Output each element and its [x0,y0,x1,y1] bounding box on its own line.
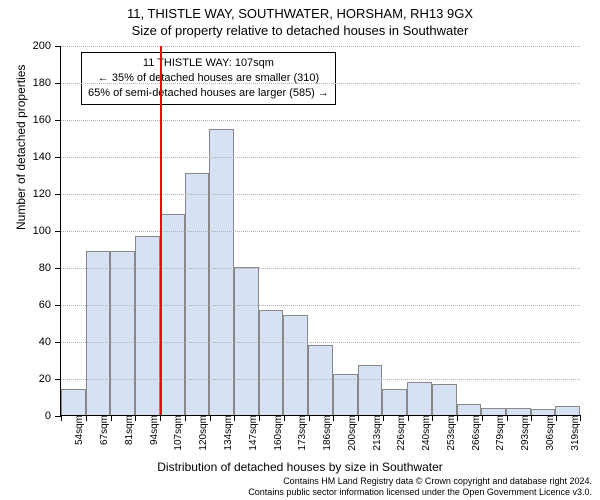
x-tick [383,415,384,421]
x-tick [234,415,235,421]
x-tick-label: 200sqm [341,415,358,451]
x-tick-label: 134sqm [217,415,234,451]
bar [555,406,580,415]
bar [86,251,111,415]
x-tick [61,415,62,421]
bar [382,389,407,415]
annotation-box: 11 THISTLE WAY: 107sqm ← 35% of detached… [81,52,336,105]
x-tick-label: 67sqm [93,415,110,445]
gridline [61,194,580,195]
bar [457,404,482,415]
x-tick [185,415,186,421]
x-tick [457,415,458,421]
y-axis-label: Number of detached properties [14,65,28,230]
x-tick-label: 186sqm [316,415,333,451]
x-tick [210,415,211,421]
x-tick [86,415,87,421]
bar [506,408,531,415]
bar [481,408,506,415]
x-tick-label: 226sqm [390,415,407,451]
x-tick [580,415,581,421]
x-tick-label: 306sqm [539,415,556,451]
y-tick-label: 200 [33,40,61,52]
x-tick-label: 213sqm [366,415,383,451]
x-tick [531,415,532,421]
bar [358,365,383,415]
x-tick [284,415,285,421]
x-tick [432,415,433,421]
x-tick [556,415,557,421]
y-tick-label: 120 [33,188,61,200]
gridline [61,157,580,158]
x-tick [482,415,483,421]
gridline [61,379,580,380]
bar [160,214,185,415]
y-tick-label: 160 [33,114,61,126]
y-tick-label: 100 [33,225,61,237]
y-tick-label: 180 [33,77,61,89]
bar [259,310,284,415]
y-tick-label: 80 [39,262,61,274]
plot-area: 11 THISTLE WAY: 107sqm ← 35% of detached… [60,46,580,416]
x-tick [408,415,409,421]
y-tick-label: 0 [45,410,61,422]
x-tick-label: 266sqm [465,415,482,451]
footer-line2: Contains public sector information licen… [248,487,592,498]
x-tick-label: 94sqm [143,415,160,445]
x-tick [507,415,508,421]
x-tick [111,415,112,421]
chart-title: 11, THISTLE WAY, SOUTHWATER, HORSHAM, RH… [0,0,600,21]
y-tick-label: 20 [39,373,61,385]
annotation-line3: 65% of semi-detached houses are larger (… [88,86,329,101]
x-tick-label: 173sqm [291,415,308,451]
y-tick-label: 140 [33,151,61,163]
gridline [61,231,580,232]
chart-subtitle: Size of property relative to detached ho… [0,21,600,38]
x-tick [333,415,334,421]
x-tick-label: 160sqm [267,415,284,451]
marker-line [160,46,162,415]
bar [283,315,308,415]
x-tick-label: 319sqm [564,415,581,451]
bar [407,382,432,415]
gridline [61,342,580,343]
x-tick-label: 81sqm [118,415,135,445]
y-tick-label: 40 [39,336,61,348]
x-tick-label: 147sqm [242,415,259,451]
x-tick-label: 120sqm [192,415,209,451]
x-tick [135,415,136,421]
bar [432,384,457,415]
x-tick [309,415,310,421]
x-tick-label: 107sqm [167,415,184,451]
x-tick [358,415,359,421]
footer-line1: Contains HM Land Registry data © Crown c… [248,476,592,487]
x-axis-label: Distribution of detached houses by size … [0,460,600,474]
bar [333,374,358,415]
chart-container: 11, THISTLE WAY, SOUTHWATER, HORSHAM, RH… [0,0,600,500]
footer: Contains HM Land Registry data © Crown c… [248,476,592,498]
x-tick [259,415,260,421]
gridline [61,83,580,84]
bar [110,251,135,415]
bar [61,389,86,415]
annotation-line1: 11 THISTLE WAY: 107sqm [88,56,329,71]
x-tick-label: 240sqm [415,415,432,451]
bar [135,236,160,415]
x-tick [160,415,161,421]
y-tick-label: 60 [39,299,61,311]
x-tick-label: 279sqm [489,415,506,451]
x-tick-label: 293sqm [514,415,531,451]
gridline [61,305,580,306]
gridline [61,120,580,121]
x-tick-label: 253sqm [440,415,457,451]
x-tick-label: 54sqm [68,415,85,445]
bar [209,129,234,415]
gridline [61,46,580,47]
gridline [61,268,580,269]
